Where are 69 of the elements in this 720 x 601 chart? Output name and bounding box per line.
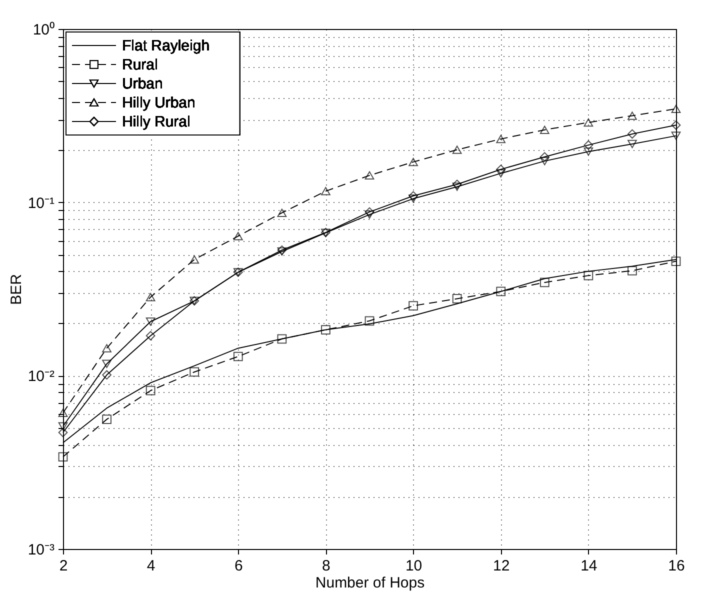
point (408, 191, 418, 201)
point (671, 132, 681, 140)
point (146, 386, 156, 396)
point (321, 187, 330, 196)
point (408, 194, 418, 203)
legend-label: Flat Rayleigh (122, 38, 210, 54)
x-tick-label: 14 (580, 558, 598, 574)
x-tick-label: 16 (668, 558, 685, 574)
x-tick-label: 8 (322, 558, 330, 574)
x-tick-label: 10 (405, 558, 422, 574)
point (584, 140, 594, 150)
point (146, 331, 156, 340)
point (102, 414, 112, 424)
point (277, 208, 287, 217)
point (452, 146, 462, 154)
point (452, 180, 462, 190)
legend-label: Hilly Urban (122, 94, 196, 112)
point (233, 352, 243, 362)
point (628, 140, 637, 148)
y-tick-label: 10⁰ (32, 22, 54, 38)
point (321, 325, 330, 334)
point (190, 255, 200, 264)
point (584, 118, 594, 127)
point (408, 301, 418, 310)
point (452, 182, 462, 191)
point (146, 318, 156, 326)
point (540, 126, 550, 134)
point (102, 370, 112, 380)
point (277, 334, 287, 344)
y-tick-label: 10⁻¹ (28, 194, 54, 212)
point (628, 112, 637, 120)
point (584, 148, 594, 156)
x-axis-title: Number of Hops (315, 574, 425, 592)
point (540, 156, 550, 166)
point (496, 164, 506, 174)
y-tick-label: 10⁻³ (28, 542, 54, 558)
point (364, 171, 374, 180)
x-tick-label: 2 (59, 558, 68, 574)
point (540, 152, 550, 162)
point (628, 266, 637, 276)
point (540, 278, 550, 288)
legend-label: Rural (122, 56, 158, 74)
point (146, 292, 156, 302)
point (671, 104, 681, 114)
point (364, 210, 374, 219)
point (102, 344, 112, 352)
point (408, 158, 418, 166)
point (496, 134, 506, 144)
point (496, 169, 506, 178)
point (58, 452, 68, 462)
point (452, 294, 462, 304)
legend-label: Hilly Rural (122, 114, 190, 130)
point (364, 316, 374, 326)
point (584, 270, 594, 280)
point (671, 256, 681, 266)
point (102, 360, 112, 368)
x-tick-label: 6 (234, 558, 243, 574)
point (58, 408, 68, 417)
y-tick-label: 10⁻² (28, 368, 54, 386)
x-tick-label: 12 (493, 558, 510, 574)
point (190, 367, 200, 377)
point (671, 120, 681, 130)
point (628, 129, 637, 139)
y-axis-title: BER (8, 274, 25, 305)
x-tick-label: 4 (146, 558, 156, 574)
legend-label: Urban (122, 76, 163, 92)
point (233, 232, 243, 240)
point (364, 207, 374, 217)
point (496, 286, 506, 296)
